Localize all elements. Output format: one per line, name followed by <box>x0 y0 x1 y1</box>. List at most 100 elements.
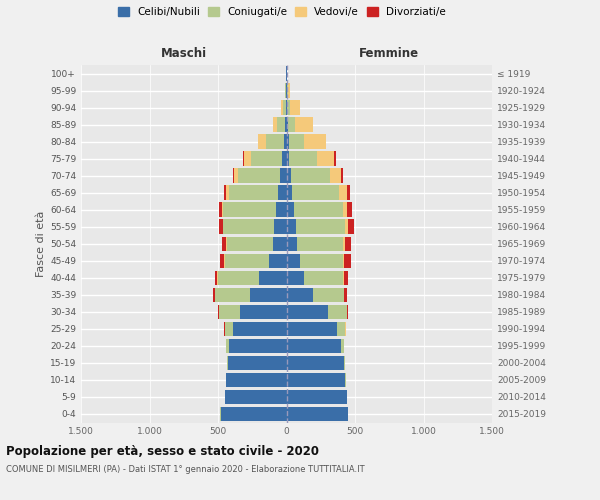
Bar <box>287 100 290 115</box>
Bar <box>273 118 277 132</box>
Bar <box>213 288 215 302</box>
Text: COMUNE DI MISILMERI (PA) - Dati ISTAT 1° gennaio 2020 - Elaborazione TUTTITALIA.: COMUNE DI MISILMERI (PA) - Dati ISTAT 1°… <box>6 466 365 474</box>
Bar <box>221 407 287 421</box>
Bar <box>218 270 259 285</box>
Bar <box>287 304 328 319</box>
Bar <box>220 304 240 319</box>
Bar <box>258 134 266 149</box>
Bar <box>266 134 284 149</box>
Bar <box>218 304 219 319</box>
Bar <box>226 372 287 387</box>
Bar <box>220 254 224 268</box>
Bar <box>344 356 345 370</box>
Bar <box>331 168 341 183</box>
Bar <box>344 288 347 302</box>
Bar <box>223 202 275 217</box>
Bar <box>244 152 251 166</box>
Bar <box>217 270 218 285</box>
Bar <box>288 118 295 132</box>
Bar <box>269 254 287 268</box>
Bar <box>343 254 344 268</box>
Bar <box>225 390 287 404</box>
Bar <box>287 322 337 336</box>
Bar <box>274 220 287 234</box>
Legend: Celibi/Nubili, Coniugati/e, Vedovi/e, Divorziati/e: Celibi/Nubili, Coniugati/e, Vedovi/e, Di… <box>116 5 448 20</box>
Bar <box>343 270 344 285</box>
Bar <box>224 254 225 268</box>
Bar <box>304 134 326 149</box>
Bar <box>250 288 287 302</box>
Bar <box>275 202 287 217</box>
Bar <box>347 202 352 217</box>
Bar <box>224 186 226 200</box>
Bar <box>287 254 300 268</box>
Bar <box>341 338 344 353</box>
Bar <box>283 152 287 166</box>
Bar <box>345 236 351 251</box>
Bar <box>338 186 347 200</box>
Bar <box>313 288 344 302</box>
Bar <box>233 322 287 336</box>
Bar <box>298 236 343 251</box>
Bar <box>281 100 283 115</box>
Bar <box>287 118 288 132</box>
Bar <box>295 118 313 132</box>
Bar <box>223 220 274 234</box>
Bar <box>222 236 226 251</box>
Bar <box>287 152 289 166</box>
Bar <box>317 152 334 166</box>
Bar <box>290 168 331 183</box>
Bar <box>233 168 235 183</box>
Y-axis label: Fasce di età: Fasce di età <box>36 210 46 277</box>
Bar <box>287 356 344 370</box>
Bar <box>294 202 343 217</box>
Bar <box>280 168 287 183</box>
Bar <box>287 372 346 387</box>
Bar <box>328 304 347 319</box>
Bar <box>218 220 223 234</box>
Bar <box>287 220 296 234</box>
Bar <box>226 338 229 353</box>
Bar <box>284 134 287 149</box>
Bar <box>283 100 286 115</box>
Bar <box>215 288 250 302</box>
Bar <box>215 270 217 285</box>
Bar <box>289 152 317 166</box>
Bar <box>347 186 350 200</box>
Bar <box>334 152 336 166</box>
Bar <box>343 202 347 217</box>
Bar <box>287 134 289 149</box>
Bar <box>287 288 313 302</box>
Bar <box>287 186 292 200</box>
Text: Popolazione per età, sesso e stato civile - 2020: Popolazione per età, sesso e stato civil… <box>6 445 319 458</box>
Bar <box>277 118 285 132</box>
Bar <box>287 407 348 421</box>
Bar <box>227 236 274 251</box>
Bar <box>226 236 227 251</box>
Bar <box>229 338 287 353</box>
Bar <box>225 254 269 268</box>
Bar <box>289 134 304 149</box>
Bar <box>251 152 283 166</box>
Bar <box>346 220 348 234</box>
Bar <box>300 254 343 268</box>
Bar <box>229 186 278 200</box>
Bar <box>287 84 290 98</box>
Bar <box>259 270 287 285</box>
Bar <box>278 186 287 200</box>
Bar <box>341 168 343 183</box>
Bar <box>238 168 280 183</box>
Bar <box>274 236 287 251</box>
Bar <box>304 270 343 285</box>
Bar <box>292 186 338 200</box>
Text: Maschi: Maschi <box>161 47 207 60</box>
Bar <box>287 202 294 217</box>
Bar <box>344 254 351 268</box>
Bar <box>218 202 222 217</box>
Bar <box>287 270 304 285</box>
Bar <box>290 100 299 115</box>
Bar <box>287 338 341 353</box>
Bar <box>225 322 233 336</box>
Bar <box>343 236 345 251</box>
Bar <box>235 168 238 183</box>
